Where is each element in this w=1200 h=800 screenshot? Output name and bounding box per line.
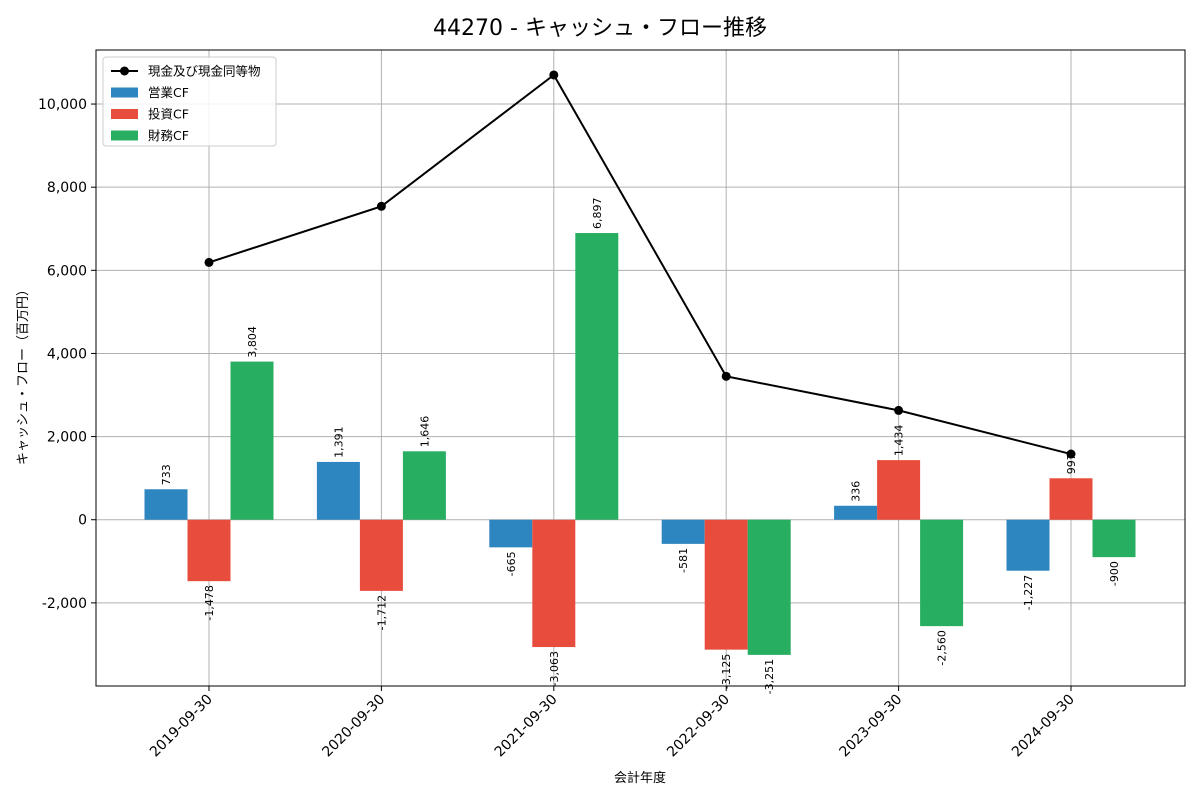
- bar: [489, 519, 533, 548]
- bar: [834, 505, 878, 520]
- series-line: [208, 73, 1072, 456]
- data-label: -1,478: [203, 585, 216, 620]
- y-axis-label: キャッシュ・フロー（百万円）: [16, 283, 31, 465]
- y-tick-label: 6,000: [47, 263, 87, 279]
- line-point: [721, 371, 731, 381]
- label-layer: 733 1,391 -665 -581 336 -1,227 -1,478 -1,712 -3,…: [160, 198, 1121, 695]
- bar: [661, 519, 705, 544]
- legend-box: [102, 56, 277, 147]
- legend-swatch: [111, 109, 138, 119]
- bar-layer: [144, 233, 1136, 655]
- line-point: [204, 257, 214, 267]
- data-label: 1,646: [418, 416, 431, 448]
- x-tick-label: 2019-09-30: [147, 692, 216, 761]
- plot-frame: [95, 49, 1186, 687]
- data-label: 3,804: [246, 326, 259, 358]
- bar: [359, 519, 403, 591]
- bar: [316, 461, 360, 520]
- bar: [187, 519, 231, 582]
- data-label: 336: [850, 481, 863, 502]
- y-tick-label: -2,000: [42, 596, 87, 612]
- legend-label: 営業CF: [148, 85, 189, 100]
- data-label: -581: [677, 548, 690, 573]
- data-label: -1,227: [1022, 575, 1035, 610]
- x-tick-label: 2023-09-30: [837, 692, 906, 761]
- data-label: 6,897: [591, 198, 604, 230]
- y-tick-label: 4,000: [47, 346, 87, 362]
- bar: [230, 361, 274, 520]
- legend-label: 現金及び現金同等物: [148, 64, 261, 79]
- data-label: 1,434: [893, 425, 906, 457]
- data-label: -3,125: [720, 654, 733, 689]
- bar: [1092, 519, 1136, 558]
- data-label: 997: [1065, 453, 1078, 474]
- bar: [704, 519, 748, 650]
- line-point: [376, 201, 386, 211]
- chart-title: 44270 - キャッシュ・フロー推移: [433, 16, 767, 41]
- bar: [1049, 478, 1093, 520]
- legend-label: 財務CF: [148, 128, 189, 143]
- data-label: -3,063: [548, 651, 561, 686]
- y-tick-label: 0: [78, 513, 87, 529]
- y-tick-label: 2,000: [47, 430, 87, 446]
- bar: [575, 233, 619, 520]
- line-point: [1066, 449, 1076, 459]
- legend-swatch: [111, 130, 138, 141]
- data-label: -900: [1108, 561, 1121, 586]
- bar: [402, 451, 446, 520]
- legend-swatch-marker: [120, 66, 129, 76]
- data-label: 733: [160, 464, 173, 485]
- data-label: -665: [505, 551, 518, 576]
- x-tick-label: 2024-09-30: [1009, 692, 1078, 761]
- data-label: 1,391: [332, 426, 345, 458]
- bar: [1006, 519, 1050, 571]
- bar: [144, 489, 188, 520]
- legend-swatch: [111, 87, 138, 98]
- line-point: [549, 70, 559, 80]
- y-tick-label: 8,000: [47, 180, 87, 196]
- bar: [920, 519, 964, 627]
- bar: [877, 460, 921, 520]
- legend-label: 投資CF: [148, 107, 189, 122]
- bar: [747, 519, 791, 655]
- data-label: -2,560: [936, 630, 949, 665]
- line-layer: [204, 70, 1076, 459]
- data-label: -3,251: [763, 659, 776, 694]
- x-tick-label: 2022-09-30: [664, 692, 733, 761]
- y-tick-label: 10,000: [38, 97, 87, 113]
- x-tick-label: 2020-09-30: [319, 692, 388, 761]
- line-point: [894, 405, 904, 415]
- data-label: -1,712: [375, 595, 388, 630]
- x-tick-label: 2021-09-30: [492, 692, 561, 761]
- bar: [532, 519, 576, 648]
- x-axis-label: 会計年度: [614, 770, 666, 786]
